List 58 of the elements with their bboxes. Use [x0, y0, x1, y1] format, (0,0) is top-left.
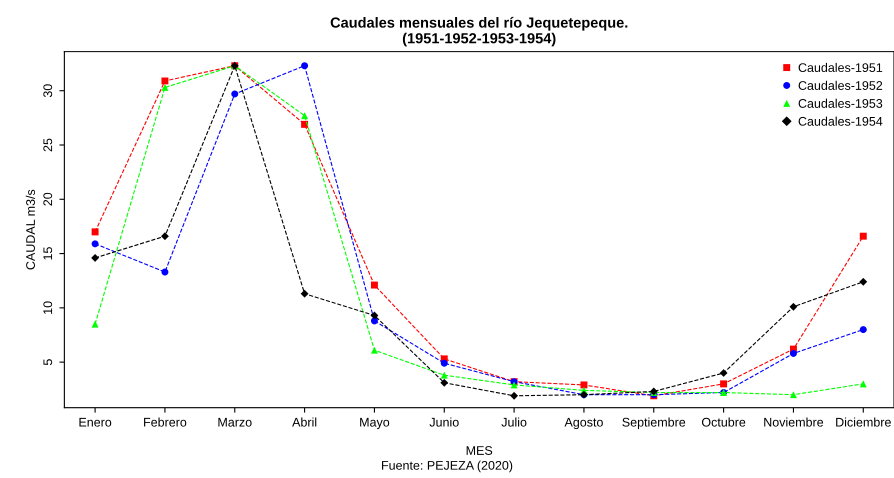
legend-label: Caudales-1952: [798, 80, 882, 90]
x-tick-label: Marzo: [218, 418, 252, 427]
point: [301, 112, 308, 120]
point: [859, 278, 868, 286]
x-tick-label: Agosto: [564, 418, 603, 430]
point: [370, 346, 378, 354]
point: [440, 378, 448, 387]
point: [161, 232, 169, 240]
point: [91, 254, 100, 262]
x-tick-label: Diciembre: [836, 417, 891, 427]
point: [860, 232, 867, 240]
x-tick-label: Abril: [292, 417, 316, 427]
x-tick-label: Noviembre: [764, 417, 824, 427]
point: [161, 77, 168, 84]
y-tick-label: 5: [43, 359, 52, 366]
point: [720, 380, 728, 388]
point: [161, 84, 168, 91]
point: [370, 317, 378, 324]
point: [790, 391, 797, 398]
x-tick-label: Febrero: [144, 417, 186, 427]
point: [860, 326, 867, 334]
point: [300, 290, 309, 298]
point: [860, 380, 867, 388]
point: [92, 240, 99, 248]
point: [510, 392, 518, 400]
x-tick-label: Mayo: [360, 418, 390, 430]
source-note: Fuente: PEJEZA (2020): [382, 460, 512, 472]
x-tick-label: Enero: [79, 418, 112, 427]
y-axis-title: CAUDAL m3/s: [26, 190, 35, 270]
x-tick-label: Septiembre: [622, 417, 686, 430]
point: [301, 120, 308, 128]
point: [92, 228, 99, 236]
point: [580, 381, 588, 388]
point: [720, 369, 728, 377]
x-tick-label: Octubre: [702, 417, 746, 427]
point: [92, 320, 99, 328]
y-tick-label: 15: [43, 247, 52, 260]
y-tick-label: 10: [43, 301, 52, 314]
point: [370, 312, 378, 320]
y-tick-label: 25: [43, 138, 52, 152]
legend-label: Caudales-1951: [798, 62, 882, 72]
point: [790, 350, 797, 357]
y-tick-label: 30: [43, 84, 52, 98]
point: [510, 381, 518, 388]
y-tick-label: 20: [43, 192, 52, 206]
x-axis-title: MES: [466, 446, 492, 455]
point: [440, 360, 448, 367]
legend-label: Caudales-1953: [798, 98, 882, 108]
point: [440, 372, 448, 379]
x-tick-label: Julio: [501, 417, 526, 427]
point: [301, 62, 308, 70]
chart-title: Caudales mensuales del río Jequetepeque. (1951-1952-1953-1954): [330, 16, 628, 46]
point: [790, 302, 798, 311]
point: [161, 268, 168, 276]
point: [370, 282, 378, 289]
x-tick-label: Junio: [430, 417, 459, 427]
legend-label: Caudales-1954: [798, 116, 882, 126]
point: [231, 90, 238, 98]
